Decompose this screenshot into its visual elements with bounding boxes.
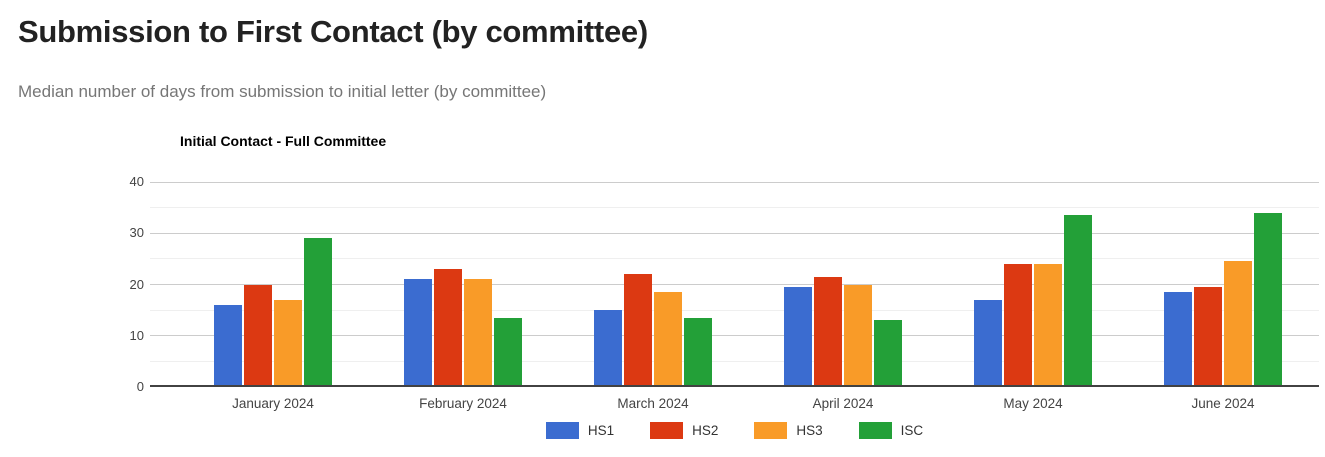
x-axis-label: January 2024 [232,396,314,411]
x-axis-label: March 2024 [617,396,689,411]
bar-hs3-february-2024[interactable] [464,279,492,387]
minor-gridline [150,309,1319,311]
page-subtitle: Median number of days from submission to… [18,82,547,101]
bar-isc-may-2024[interactable] [1064,215,1092,387]
axis-baseline [150,385,1319,387]
x-axis: January 2024 February 2024 March 2024 April… [0,396,1325,416]
legend-label-isc: ISC [900,423,924,438]
legend-item-hs2: HS2 [650,422,718,439]
y-axis-label: 0 [136,379,144,394]
bar-isc-june-2024[interactable] [1254,212,1282,387]
bar-hs1-june-2024[interactable] [1164,292,1192,387]
y-axis-label: 30 [129,225,144,241]
y-axis-label: 40 [129,174,144,189]
bar-hs2-february-2024[interactable] [434,269,462,387]
bar-hs2-january-2024[interactable] [244,284,272,387]
y-axis: 0 10 20 30 40 [0,174,144,394]
major-gridline [150,181,1319,183]
major-gridline [150,232,1319,234]
legend-label-hs2: HS2 [692,423,719,438]
x-axis-label: February 2024 [419,396,507,411]
legend-label-hs3: HS3 [796,423,823,438]
bar-hs1-may-2024[interactable] [974,299,1002,387]
bar-hs1-february-2024[interactable] [404,279,432,387]
minor-gridline [150,207,1319,209]
legend-swatch-hs1 [545,422,579,439]
bar-hs2-april-2024[interactable] [814,276,842,387]
x-axis-label: June 2024 [1191,396,1255,411]
minor-gridline [150,360,1319,362]
bar-hs1-march-2024[interactable] [594,310,622,387]
y-axis-label: 10 [129,327,144,343]
legend-swatch-hs2 [650,422,684,439]
legend: HS1 HS2 HS3 ISC [150,422,1319,439]
bar-hs3-march-2024[interactable] [654,292,682,387]
legend-item-hs3: HS3 [754,422,823,439]
page-title: Submission to First Contact (by committe… [18,14,648,49]
bar-hs3-june-2024[interactable] [1224,261,1252,387]
legend-item-isc: ISC [858,422,924,439]
bar-isc-february-2024[interactable] [494,317,522,387]
major-gridline [150,335,1319,337]
bar-isc-march-2024[interactable] [684,317,712,387]
bar-hs2-march-2024[interactable] [624,274,652,387]
bar-hs1-april-2024[interactable] [784,287,812,387]
plot-area [150,181,1319,387]
legend-swatch-hs3 [754,422,788,439]
bar-isc-april-2024[interactable] [874,320,902,387]
bar-isc-january-2024[interactable] [304,238,332,387]
bar-hs3-april-2024[interactable] [844,284,872,387]
y-axis-label: 20 [129,276,144,292]
bar-hs2-may-2024[interactable] [1004,264,1032,387]
major-gridline [150,284,1319,285]
legend-swatch-isc [858,422,892,439]
bar-hs1-january-2024[interactable] [214,305,242,387]
bar-chart: Initial Contact - Full Committee 0 10 20 30… [0,130,1325,457]
bar-hs2-june-2024[interactable] [1194,287,1222,387]
x-axis-label: May 2024 [1003,396,1063,411]
legend-item-hs1: HS1 [545,422,615,439]
legend-label-hs1: HS1 [587,423,615,438]
x-axis-label: April 2024 [812,396,874,411]
bar-hs3-may-2024[interactable] [1034,264,1062,387]
minor-gridline [150,258,1319,260]
chart-title: Initial Contact - Full Committee [180,133,387,149]
bar-hs3-january-2024[interactable] [274,299,302,387]
